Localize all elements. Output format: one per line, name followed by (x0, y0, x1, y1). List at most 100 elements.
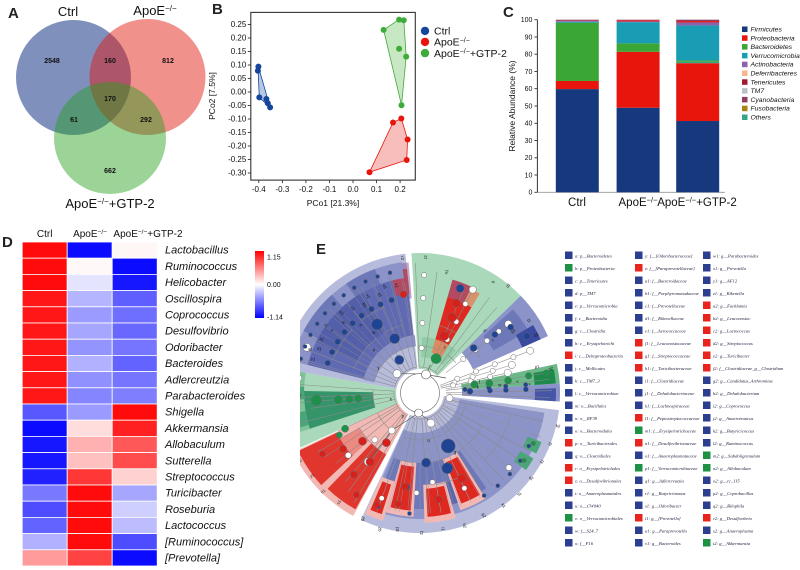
svg-text:n: n (373, 348, 376, 353)
svg-text:160: 160 (104, 58, 116, 65)
svg-text:Ctrl: Ctrl (568, 197, 586, 209)
svg-text:Adlercreutzia: Adlercreutzia (164, 374, 229, 386)
svg-text:a1: f__Bacteroidaceae: a1: f__Bacteroidaceae (645, 278, 687, 283)
svg-text:f: f (479, 380, 481, 385)
svg-text:g: c__Clostridia: g: c__Clostridia (575, 328, 606, 333)
svg-text:u: o__CW040: u: o__CW040 (575, 503, 601, 508)
svg-text:-0.1: -0.1 (323, 185, 337, 194)
svg-text:s2: s2 (548, 365, 554, 371)
svg-text:i2: i2 (539, 459, 545, 465)
svg-text:d: p__TM7: d: p__TM7 (575, 291, 596, 296)
svg-text:60: 60 (525, 86, 533, 93)
svg-text:j1: f__Dehalobacteriaceae: j1: f__Dehalobacteriaceae (644, 391, 694, 396)
svg-text:g2: g2 (481, 512, 488, 519)
svg-text:c2: g__Lactococcus: c2: g__Lactococcus (713, 328, 750, 333)
svg-text:t2: t2 (423, 255, 428, 259)
svg-text:70: 70 (525, 69, 533, 76)
svg-text:ApoE−/−+GTP-2: ApoE−/−+GTP-2 (434, 48, 507, 60)
svg-text:-0.25: -0.25 (228, 155, 247, 164)
svg-text:C: C (503, 4, 514, 21)
svg-text:TM7: TM7 (751, 88, 765, 95)
svg-text:Verrucomicrobia: Verrucomicrobia (751, 53, 800, 60)
svg-text:q1: g__Adlercreutzia: q1: g__Adlercreutzia (645, 478, 685, 483)
svg-text:292: 292 (140, 117, 152, 124)
svg-text:z1: g__Rikenella: z1: g__Rikenella (712, 291, 745, 296)
svg-text:Lactococcus: Lactococcus (165, 520, 227, 532)
svg-text:ApoE−/−: ApoE−/− (434, 37, 470, 49)
svg-text:-0.10: -0.10 (228, 115, 247, 124)
svg-text:a: p__Bacteroidetes: a: p__Bacteroidetes (575, 253, 612, 258)
svg-text:ApoE−/−+GTP-2: ApoE−/−+GTP-2 (657, 195, 737, 209)
svg-text:Ctrl: Ctrl (58, 4, 78, 19)
svg-text:-0.15: -0.15 (228, 128, 247, 137)
svg-text:p1: f__Verrucomicrobiaceae: p1: f__Verrucomicrobiaceae (644, 466, 698, 471)
svg-text:e: p__Verrucomicrobia: e: p__Verrucomicrobia (575, 303, 618, 308)
svg-text:j2: g__Anaerotruncus: j2: g__Anaerotruncus (712, 416, 753, 421)
svg-text:l2: l2 (548, 441, 554, 447)
svg-text:y: y (330, 327, 335, 333)
svg-text:r: o__Erysipelotrichales: r: o__Erysipelotrichales (575, 466, 620, 471)
svg-text:Oscillospira: Oscillospira (165, 293, 222, 305)
svg-text:s1: g__Odoribacter: s1: g__Odoribacter (645, 503, 682, 508)
svg-text:Odoribacter: Odoribacter (165, 342, 224, 354)
svg-text:Fusobacteria: Fusobacteria (751, 106, 791, 113)
svg-text:w: w (341, 319, 347, 325)
svg-text:0.0: 0.0 (347, 185, 359, 194)
svg-text:i1: i1 (440, 527, 446, 532)
svg-text:b1: b1 (361, 302, 368, 309)
svg-text:a2: a2 (300, 457, 304, 464)
svg-text:D: D (2, 234, 13, 251)
svg-text:v: o__Verrucomicrobiales: v: o__Verrucomicrobiales (575, 516, 623, 521)
svg-text:50: 50 (525, 103, 533, 110)
svg-text:t: t (491, 337, 496, 342)
svg-text:g2: g__Candidatus_Arthromitus: g2: g__Candidatus_Arthromitus (713, 378, 773, 383)
svg-text:61: 61 (70, 117, 78, 124)
svg-text:w1: w1 (338, 309, 346, 317)
svg-text:h2: g__Dehalobacterium: h2: g__Dehalobacterium (713, 391, 760, 396)
svg-text:0.00: 0.00 (267, 282, 281, 289)
svg-text:v1: g__Bacteroides: v1: g__Bacteroides (645, 541, 681, 546)
svg-text:i: c__Deltaproteobacteria: i: c__Deltaproteobacteria (575, 353, 624, 358)
svg-text:ApoE−/−: ApoE−/− (73, 229, 107, 240)
svg-text:n: n (358, 323, 364, 329)
svg-text:e: e (390, 396, 393, 401)
svg-text:x1: g__Prevotella: x1: g__Prevotella (712, 266, 747, 271)
svg-text:10: 10 (525, 172, 533, 179)
svg-text:Ctrl: Ctrl (434, 26, 450, 38)
svg-text:m: o__Bacillales: m: o__Bacillales (575, 403, 606, 408)
svg-text:y: y (377, 365, 380, 370)
svg-text:d1: d1 (505, 282, 512, 289)
svg-text:q: o__Clostridiales: q: o__Clostridiales (575, 453, 611, 458)
svg-text:-0.3: -0.3 (276, 185, 290, 194)
svg-text:p1: p1 (534, 364, 540, 370)
svg-text:p2: g__Coprobacillus: p2: g__Coprobacillus (712, 491, 753, 496)
svg-text:Allobaculum: Allobaculum (164, 439, 225, 451)
svg-text:o: o__Bacteroidales: o: o__Bacteroidales (575, 428, 612, 433)
svg-text:Cyanobacteria: Cyanobacteria (751, 97, 795, 104)
svg-text:-0.05: -0.05 (228, 101, 247, 110)
svg-text:h1: f__Turicibacteraceae: h1: f__Turicibacteraceae (645, 366, 692, 371)
svg-text:l1: f__Peptostreptococcaceae: l1: f__Peptostreptococcaceae (645, 416, 700, 421)
svg-text:o2: o2 (528, 475, 535, 482)
svg-text:k2: k2 (555, 423, 561, 429)
svg-text:s1: s1 (319, 336, 326, 343)
svg-text:s: o__Desulfovibrionales: s: o__Desulfovibrionales (575, 478, 622, 483)
svg-text:r1: r1 (323, 322, 329, 329)
svg-text:h2: h2 (462, 523, 468, 530)
svg-text:812: 812 (162, 58, 174, 65)
svg-text:f2: f2 (419, 531, 424, 535)
svg-text:r2: r2 (400, 256, 406, 261)
svg-text:q1: q1 (377, 292, 384, 299)
svg-text:k1: f__Lachnospiraceae: k1: f__Lachnospiraceae (645, 403, 690, 408)
svg-text:n1: n1 (443, 268, 449, 274)
svg-text:Actinobacteria: Actinobacteria (750, 62, 794, 69)
svg-text:-0.4: -0.4 (252, 185, 266, 194)
svg-text:ApoE−/−: ApoE−/− (619, 195, 659, 209)
svg-text:-0.20: -0.20 (228, 142, 247, 151)
svg-text:Relative Abundance (%): Relative Abundance (%) (507, 60, 517, 151)
svg-text:100: 100 (521, 17, 533, 24)
svg-text:r1: g__Butyricimonas: r1: g__Butyricimonas (645, 491, 686, 496)
svg-text:f: f (444, 346, 446, 351)
svg-text:[Ruminococcus]: [Ruminococcus] (164, 536, 244, 548)
svg-text:g1: g1 (394, 526, 400, 532)
